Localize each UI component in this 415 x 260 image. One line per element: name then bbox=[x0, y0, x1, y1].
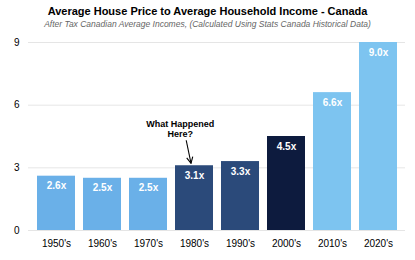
svg-text:3.1x: 3.1x bbox=[185, 170, 205, 181]
svg-text:2.5x: 2.5x bbox=[139, 182, 159, 193]
svg-text:2.6x: 2.6x bbox=[47, 180, 67, 191]
svg-text:1990's: 1990's bbox=[226, 238, 255, 249]
svg-text:1960's: 1960's bbox=[88, 238, 117, 249]
svg-text:4.5x: 4.5x bbox=[277, 141, 297, 152]
svg-text:1970's: 1970's bbox=[134, 238, 163, 249]
html-text:Average House Price to Average: Average House Price to Average Household… bbox=[47, 5, 368, 17]
svg-text:2000's: 2000's bbox=[272, 238, 301, 249]
svg-text:What HappenedHere?: What HappenedHere? bbox=[146, 119, 214, 139]
svg-text:2020's: 2020's bbox=[364, 238, 393, 249]
svg-text:0: 0 bbox=[14, 225, 20, 236]
svg-text:6: 6 bbox=[14, 99, 20, 110]
svg-text:3: 3 bbox=[14, 162, 20, 173]
svg-text:1980's: 1980's bbox=[180, 238, 209, 249]
svg-text:2.5x: 2.5x bbox=[93, 182, 113, 193]
svg-text:6.6x: 6.6x bbox=[323, 97, 343, 108]
svg-text:3.3x: 3.3x bbox=[231, 166, 251, 177]
svg-text:2010's: 2010's bbox=[318, 238, 347, 249]
svg-text:9: 9 bbox=[14, 37, 20, 48]
html-text:After Tax Canadian Average Inc: After Tax Canadian Average Incomes, (Cal… bbox=[44, 19, 371, 29]
svg-text:9.0x: 9.0x bbox=[369, 47, 389, 58]
svg-text:1950's: 1950's bbox=[42, 238, 71, 249]
